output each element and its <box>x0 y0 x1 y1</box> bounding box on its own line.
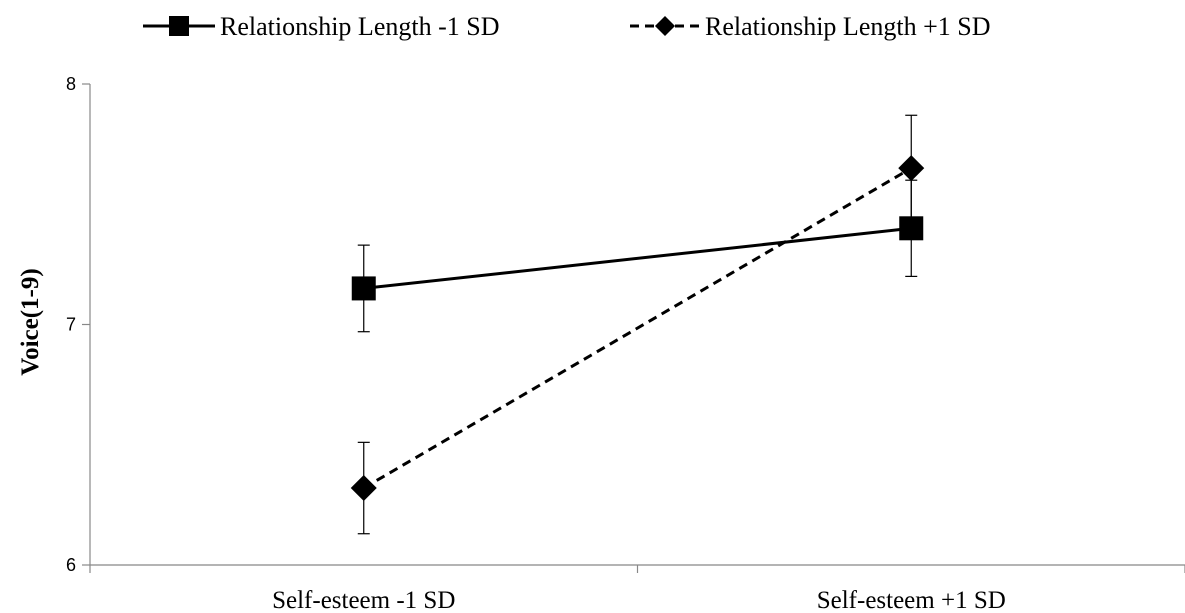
legend-item-series-1: Relationship Length -1 SD <box>143 12 499 41</box>
series-2 <box>350 114 925 535</box>
legend-label-series-1: Relationship Length -1 SD <box>220 12 499 41</box>
series-line-1 <box>363 226 912 290</box>
series-1 <box>351 179 924 333</box>
y-axis-label: Voice(1-9) <box>17 268 44 375</box>
legend-marker-series-1 <box>169 16 189 36</box>
legend-label-series-2: Relationship Length +1 SD <box>705 12 990 41</box>
y-tick-label: 8 <box>66 74 76 94</box>
y-tick-label: 6 <box>66 555 76 575</box>
data-point-square <box>351 276 376 301</box>
x-tick-label: Self-esteem -1 SD <box>272 587 455 613</box>
data-point-diamond <box>350 475 377 502</box>
legend: Relationship Length -1 SD Relationship L… <box>143 12 990 41</box>
legend-marker-series-2 <box>655 16 675 36</box>
series-line-2 <box>362 166 913 490</box>
x-tick-label: Self-esteem +1 SD <box>817 587 1006 613</box>
y-tick-label: 7 <box>66 315 76 335</box>
x-axis: Self-esteem -1 SD Self-esteem +1 SD <box>89 564 1185 613</box>
legend-item-series-2: Relationship Length +1 SD <box>630 12 990 41</box>
y-axis: 6 7 8 <box>66 74 91 575</box>
plot-area <box>350 114 925 535</box>
data-point-diamond <box>898 155 925 182</box>
